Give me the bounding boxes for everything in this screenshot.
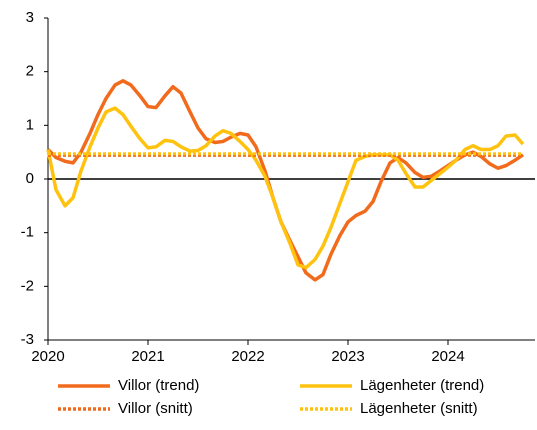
y-tick-label: 1 bbox=[26, 116, 34, 133]
x-tick-label: 2022 bbox=[231, 348, 264, 365]
legend-label: Villor (trend) bbox=[118, 377, 199, 394]
x-tick-label: 2024 bbox=[431, 348, 464, 365]
trend-line bbox=[46, 106, 525, 270]
y-tick-label: -2 bbox=[21, 277, 34, 294]
x-tick-label: 2020 bbox=[31, 348, 64, 365]
legend-label: Villor (snitt) bbox=[118, 400, 193, 417]
y-tick-label: 2 bbox=[26, 63, 34, 80]
legend-label: Lägenheter (snitt) bbox=[360, 400, 478, 417]
y-tick-label: -1 bbox=[21, 224, 34, 241]
y-tick-label: 0 bbox=[26, 170, 34, 187]
x-tick-label: 2023 bbox=[331, 348, 364, 365]
legend-label: Lägenheter (trend) bbox=[360, 377, 484, 394]
y-tick-label: 3 bbox=[26, 9, 34, 26]
y-tick-label: -3 bbox=[21, 331, 34, 348]
x-tick-label: 2021 bbox=[131, 348, 164, 365]
